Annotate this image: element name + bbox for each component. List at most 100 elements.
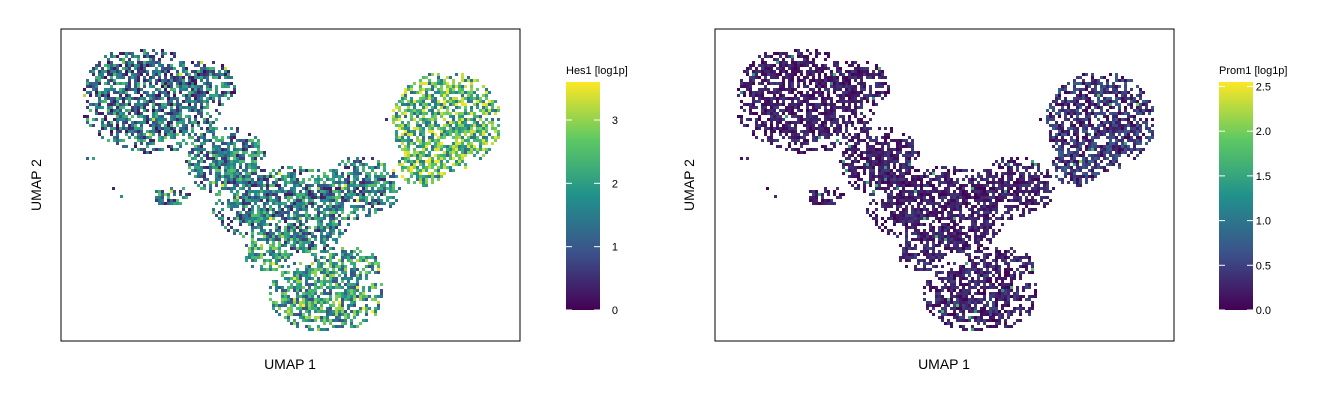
- hex-cell: [176, 121, 179, 124]
- hex-cell: [854, 91, 857, 94]
- hex-cell: [116, 109, 119, 112]
- hex-cell: [353, 250, 356, 253]
- hex-cell: [779, 133, 782, 136]
- hex-cell: [395, 133, 398, 136]
- hex-cell: [293, 304, 296, 307]
- hex-cell: [887, 85, 890, 88]
- hex-cell: [128, 109, 131, 112]
- hex-cell: [257, 151, 260, 154]
- hex-cell: [845, 142, 848, 145]
- hex-cell: [131, 52, 134, 55]
- hex-cell: [263, 208, 266, 211]
- hex-cell: [755, 127, 758, 130]
- hex-cell: [350, 256, 353, 259]
- hex-cell: [287, 256, 290, 259]
- hex-cell: [167, 130, 170, 133]
- hex-cell: [329, 199, 332, 202]
- hex-cell: [767, 136, 770, 139]
- hex-cell: [284, 304, 287, 307]
- hex-cell: [266, 217, 269, 220]
- hex-cell: [314, 307, 317, 310]
- hex-cell: [332, 304, 335, 307]
- hex-cell: [194, 106, 197, 109]
- hex-cell: [1103, 145, 1106, 148]
- hex-cell: [296, 322, 299, 325]
- hex-cell: [272, 208, 275, 211]
- hex-cell: [149, 58, 152, 61]
- hex-cell: [377, 160, 380, 163]
- hex-cell: [497, 106, 500, 109]
- hex-cell: [836, 85, 839, 88]
- hex-cell: [821, 127, 824, 130]
- hex-cell: [335, 172, 338, 175]
- hex-cell: [158, 199, 161, 202]
- hex-cell: [158, 70, 161, 73]
- hex-cell: [179, 115, 182, 118]
- hex-cell: [1055, 163, 1058, 166]
- hex-cell: [863, 157, 866, 160]
- hex-cell: [155, 196, 158, 199]
- hex-cell: [143, 121, 146, 124]
- hex-cell: [281, 301, 284, 304]
- hex-cell: [1109, 103, 1112, 106]
- hex-cell: [287, 175, 290, 178]
- hex-cell: [356, 253, 359, 256]
- hex-cell: [230, 175, 233, 178]
- hex-cell: [869, 157, 872, 160]
- hex-cell: [422, 151, 425, 154]
- hex-cell: [251, 199, 254, 202]
- hex-cell: [263, 223, 266, 226]
- hex-cell: [242, 157, 245, 160]
- hex-cell: [1073, 127, 1076, 130]
- hex-cell: [755, 106, 758, 109]
- hex-cell: [350, 310, 353, 313]
- hex-cell: [385, 118, 388, 121]
- hex-cell: [776, 106, 779, 109]
- hex-cell: [311, 202, 314, 205]
- hex-cell: [314, 208, 317, 211]
- hex-cell: [1076, 139, 1079, 142]
- hex-cell: [245, 142, 248, 145]
- hex-cell: [1091, 154, 1094, 157]
- hex-cell: [272, 307, 275, 310]
- hex-cell: [1061, 136, 1064, 139]
- hex-cell: [137, 133, 140, 136]
- hex-cell: [1085, 82, 1088, 85]
- hex-cell: [743, 85, 746, 88]
- hex-cell: [194, 148, 197, 151]
- hex-cell: [197, 136, 200, 139]
- hex-cell: [818, 70, 821, 73]
- hex-cell: [842, 133, 845, 136]
- hex-cell: [848, 85, 851, 88]
- hex-cell: [128, 136, 131, 139]
- hex-cell: [317, 181, 320, 184]
- hex-cell: [113, 64, 116, 67]
- hex-cell: [1076, 118, 1079, 121]
- hex-cell: [305, 217, 308, 220]
- hex-cell: [425, 181, 428, 184]
- hex-cell: [1130, 124, 1133, 127]
- hex-cell: [116, 127, 119, 130]
- colorbar-tick-label: 0: [612, 305, 618, 317]
- hex-cell: [785, 55, 788, 58]
- hex-cell: [407, 124, 410, 127]
- hex-cell: [452, 103, 455, 106]
- hex-cell: [401, 163, 404, 166]
- hex-cell: [104, 127, 107, 130]
- hex-cell: [236, 184, 239, 187]
- hex-cell: [302, 238, 305, 241]
- hex-cell: [284, 226, 287, 229]
- hex-cell: [1112, 88, 1115, 91]
- hex-cell: [782, 58, 785, 61]
- hex-cell: [1067, 82, 1070, 85]
- hex-cell: [254, 163, 257, 166]
- hex-cell: [164, 70, 167, 73]
- hex-cell: [1106, 82, 1109, 85]
- hex-cell: [272, 268, 275, 271]
- hex-cell: [221, 187, 224, 190]
- hex-cell: [359, 295, 362, 298]
- hex-cell: [284, 202, 287, 205]
- hex-cell: [260, 214, 263, 217]
- hex-cell: [458, 118, 461, 121]
- hex-cell: [332, 217, 335, 220]
